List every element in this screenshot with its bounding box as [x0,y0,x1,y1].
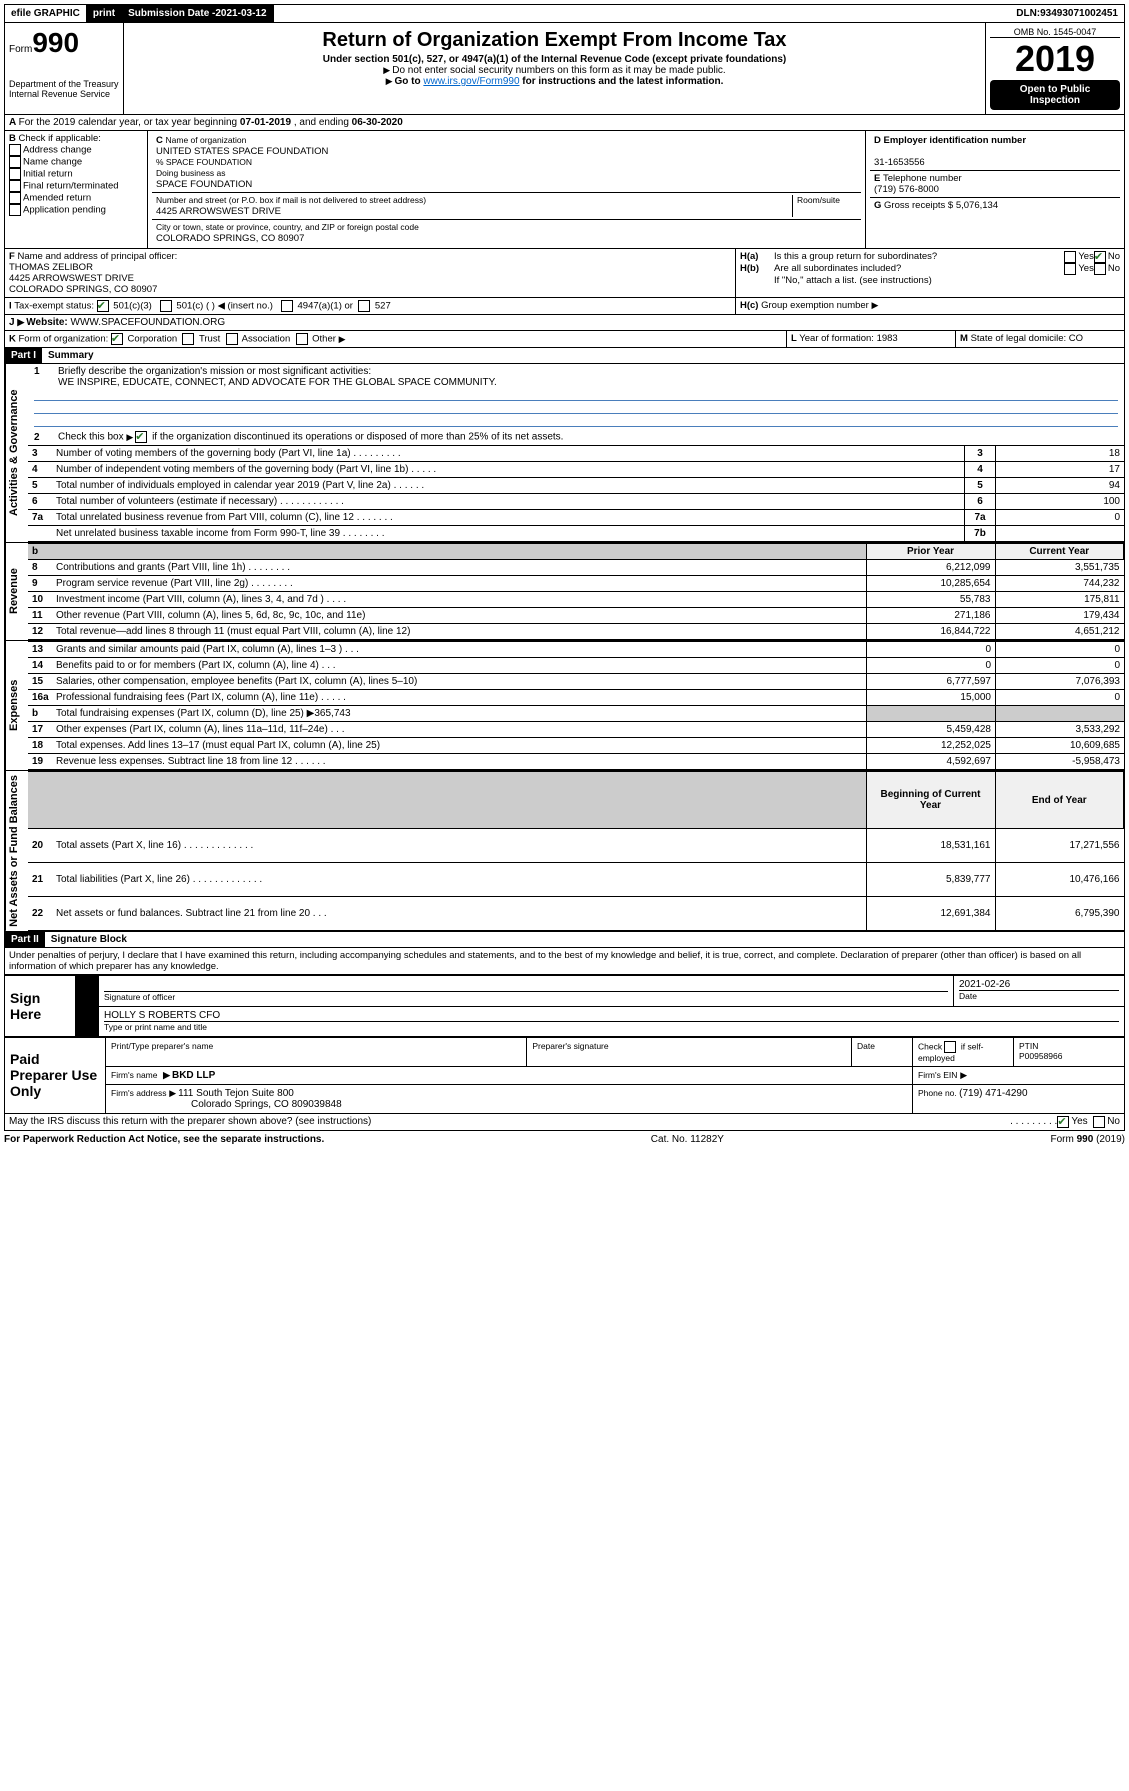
cb-amended-return[interactable]: Amended return [9,192,143,204]
cb-application-pending[interactable]: Application pending [9,204,143,216]
cb-discontinued[interactable] [135,431,147,443]
print-button[interactable]: print [87,5,122,22]
gross-receipts: G Gross receipts $ 5,076,134 [870,198,1120,213]
discuss-yes[interactable] [1057,1116,1069,1128]
cb-name-change[interactable]: Name change [9,156,143,168]
sign-here-block: Sign Here Signature of officer 2021-02-2… [4,975,1125,1037]
cb-501c[interactable] [160,300,172,312]
vlabel-netassets: Net Assets or Fund Balances [5,771,28,931]
cb-501c3[interactable] [97,300,109,312]
vlabel-revenue: Revenue [5,543,28,640]
cb-initial-return[interactable]: Initial return [9,168,143,180]
public-inspection: Open to Public Inspection [990,80,1120,110]
efile-label: efile GRAPHIC [5,5,87,22]
hb-yes[interactable] [1064,263,1076,275]
revenue-section: Revenue bPrior YearCurrent Year 8Contrib… [4,543,1125,641]
cb-other[interactable] [296,333,308,345]
cb-address-change[interactable]: Address change [9,144,143,156]
form-number: 990 [32,27,79,58]
subtitle-1: Under section 501(c), 527, or 4947(a)(1)… [128,54,981,65]
netassets-section: Net Assets or Fund Balances Beginning of… [4,771,1125,932]
irs-link[interactable]: www.irs.gov/Form990 [423,76,519,87]
row-klm: K Form of organization: Corporation Trus… [4,331,1125,348]
footer: For Paperwork Reduction Act Notice, see … [4,1131,1125,1148]
mission-text: WE INSPIRE, EDUCATE, CONNECT, AND ADVOCA… [34,377,1118,388]
row-j: J Website: WWW.SPACEFOUNDATION.ORG [4,315,1125,331]
dept-irs: Internal Revenue Service [9,89,119,99]
org-name-block: C Name of organization UNITED STATES SPA… [152,133,861,193]
form-prefix: Form [9,44,32,55]
expenses-section: Expenses 13Grants and similar amounts pa… [4,641,1125,771]
discuss-no[interactable] [1093,1116,1105,1128]
hb-no[interactable] [1094,263,1106,275]
cb-self-employed[interactable] [944,1041,956,1053]
row-fh: F Name and address of principal officer:… [4,249,1125,298]
tax-year: 2019 [990,38,1120,80]
cb-corp[interactable] [111,333,123,345]
org-address-block: Number and street (or P.O. box if mail i… [152,193,861,220]
col-b-checklist: B Check if applicable: Address change Na… [5,131,148,248]
part-ii-header: Part IISignature Block [4,932,1125,948]
cb-4947[interactable] [281,300,293,312]
ha-no[interactable] [1094,251,1106,263]
top-bar: efile GRAPHIC print Submission Date - 20… [4,4,1125,23]
dept-treasury: Department of the Treasury [9,79,119,89]
part-i-header: Part ISummary [4,348,1125,364]
phone-block: E Telephone number (719) 576-8000 [870,171,1120,198]
ein-block: D Employer identification number 31-1653… [870,133,1120,171]
omb-number: OMB No. 1545-0047 [990,27,1120,38]
cb-assoc[interactable] [226,333,238,345]
dln: DLN: 93493071002451 [1010,5,1124,22]
form-header: Form990 Department of the Treasury Inter… [4,23,1125,115]
row-i: I Tax-exempt status: 501(c)(3) 501(c) ( … [4,298,1125,315]
discuss-row: May the IRS discuss this return with the… [4,1114,1125,1131]
form-title: Return of Organization Exempt From Incom… [128,29,981,52]
row-a: A For the 2019 calendar year, or tax yea… [4,115,1125,131]
cb-527[interactable] [358,300,370,312]
paid-preparer-block: Paid Preparer Use Only Print/Type prepar… [4,1037,1125,1114]
ha-yes[interactable] [1064,251,1076,263]
cb-trust[interactable] [182,333,194,345]
subtitle-3: Go to www.irs.gov/Form990 for instructio… [128,76,981,87]
cb-final-return[interactable]: Final return/terminated [9,180,143,192]
org-city-block: City or town, state or province, country… [152,220,861,246]
entity-block: B Check if applicable: Address change Na… [4,131,1125,249]
submission-date: Submission Date - 2021-03-12 [122,5,273,22]
subtitle-2: Do not enter social security numbers on … [128,65,981,76]
perjury-text: Under penalties of perjury, I declare th… [4,948,1125,975]
vlabel-expenses: Expenses [5,641,28,770]
form-footer: Form 990 (2019) [1051,1134,1125,1145]
vlabel-governance: Activities & Governance [5,364,28,542]
governance-section: Activities & Governance 1Briefly describ… [4,364,1125,543]
